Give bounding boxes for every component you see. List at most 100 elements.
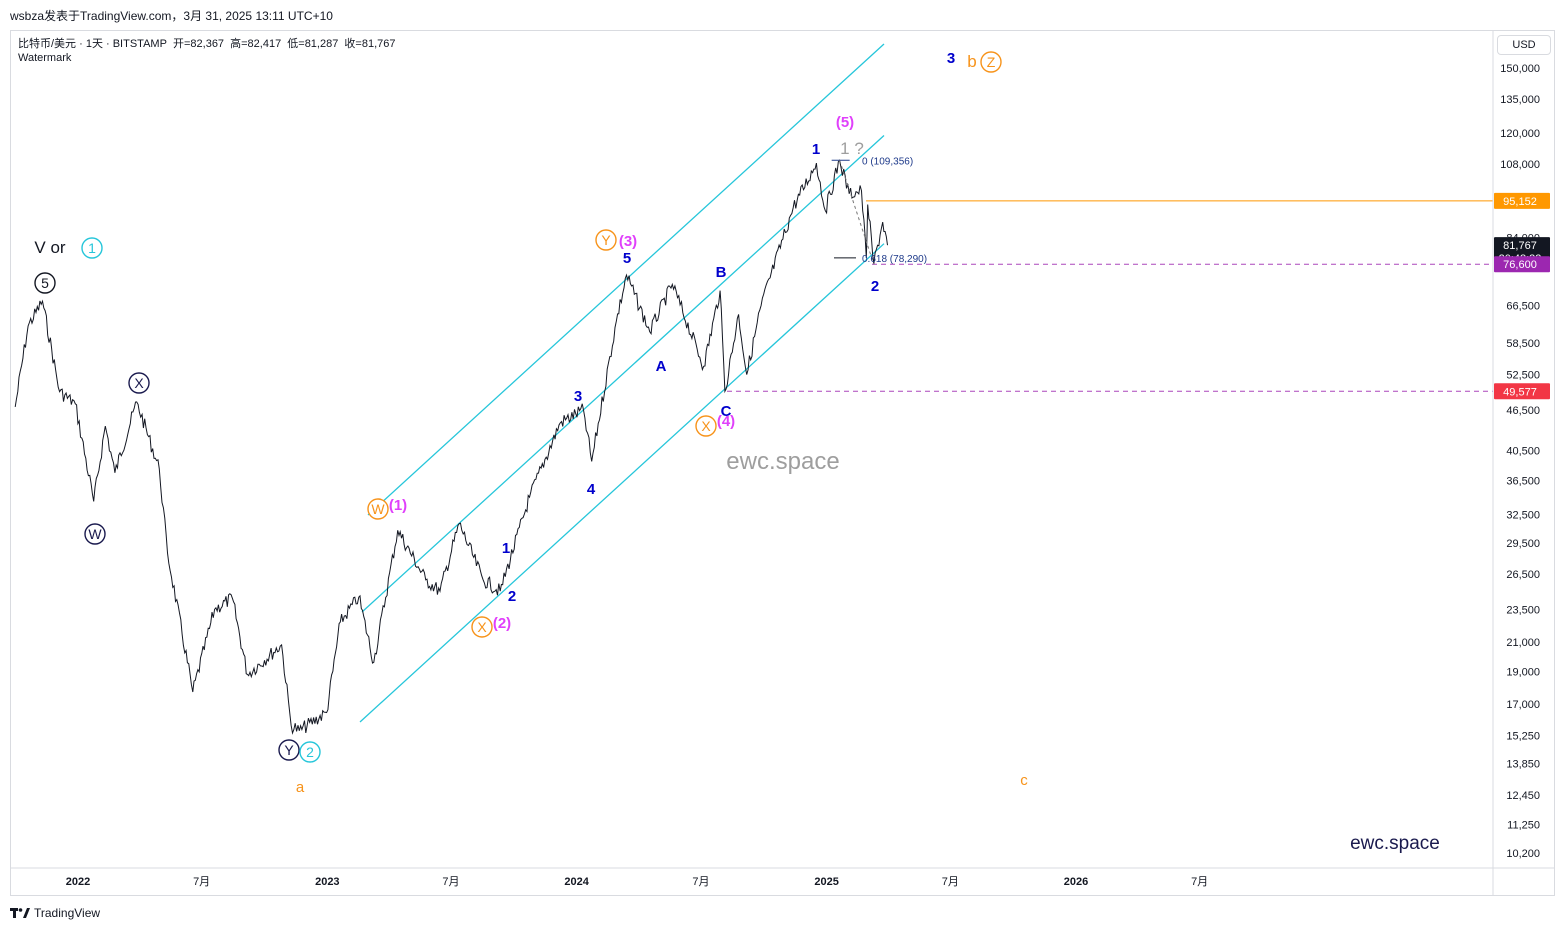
wave-label: X bbox=[701, 418, 711, 434]
y-tick-label: 150,000 bbox=[1500, 63, 1540, 75]
watermarks: ewc.space ewc.space bbox=[726, 448, 1440, 854]
watermark-label: Watermark bbox=[18, 52, 72, 64]
y-tick-label: 29,500 bbox=[1506, 538, 1540, 550]
wave-label: b bbox=[967, 52, 976, 71]
wave-label: W bbox=[88, 526, 102, 542]
footer-brand: TradingView bbox=[34, 906, 101, 920]
price-tag-box bbox=[1494, 192, 1550, 209]
footer: TradingView bbox=[10, 906, 100, 920]
y-tick-label: 32,500 bbox=[1506, 510, 1540, 522]
y-tick-label: 58,500 bbox=[1506, 338, 1540, 350]
wave-label: 2 bbox=[871, 278, 879, 295]
y-tick-label: 108,000 bbox=[1500, 159, 1540, 171]
wave-label: (1) bbox=[389, 497, 407, 514]
wave-label-circle bbox=[128, 372, 150, 394]
price-tag-label: 76,600 bbox=[1503, 259, 1537, 271]
symbol-name: 比特币/美元 · 1天 · BITSTAMP bbox=[18, 38, 167, 50]
wave-label: 1 ? bbox=[840, 139, 864, 158]
price-tag-label: 49,577 bbox=[1503, 386, 1537, 398]
ohlc-close: 收=81,767 bbox=[344, 38, 396, 50]
wave-label: 5 bbox=[41, 275, 49, 291]
wave-label: Z bbox=[987, 54, 996, 70]
watermark-center: ewc.space bbox=[726, 448, 839, 475]
price-line bbox=[14, 159, 888, 735]
wave-label-circle bbox=[695, 415, 717, 437]
x-tick-label: 2023 bbox=[315, 876, 339, 888]
wave-label: a bbox=[296, 779, 305, 796]
price-tag-label: 95,152 bbox=[1503, 196, 1537, 208]
wave-label: (5) bbox=[836, 114, 854, 131]
x-tick-label: 7月 bbox=[692, 876, 709, 888]
fib-retracement: 0 (109,356) 0.618 (78,290) bbox=[831, 156, 927, 265]
wave-label-circle bbox=[367, 498, 389, 520]
ohlc-high: 高=82,417 bbox=[230, 38, 282, 50]
x-tick-label: 2022 bbox=[66, 876, 90, 888]
channel-line bbox=[359, 243, 885, 723]
x-tick-label: 2024 bbox=[564, 876, 589, 888]
axes: 150,000135,000120,000108,00084,00066,500… bbox=[10, 30, 1555, 895]
y-tick-label: 66,500 bbox=[1506, 301, 1540, 313]
wave-label: 2 bbox=[508, 588, 516, 605]
horizontal-levels bbox=[727, 200, 1493, 392]
x-tick-label: 2025 bbox=[814, 876, 838, 888]
wave-label: V or bbox=[34, 238, 66, 257]
wave-label: A bbox=[656, 358, 667, 375]
wave-label: 1 bbox=[88, 240, 96, 256]
y-tick-label: 26,500 bbox=[1506, 569, 1540, 581]
wave-label-circle bbox=[34, 272, 56, 294]
wave-label: Y bbox=[601, 232, 611, 248]
y-tick-label: 40,500 bbox=[1506, 445, 1540, 457]
channel-lines bbox=[359, 43, 885, 723]
ohlc-low: 低=81,287 bbox=[287, 38, 339, 50]
wave-label-circle bbox=[81, 237, 103, 259]
wave-label-circle bbox=[278, 739, 300, 761]
price-tag-box bbox=[1494, 383, 1550, 400]
wave-label: (3) bbox=[619, 233, 637, 250]
wave-label-circle bbox=[84, 523, 106, 545]
x-tick-label: 7月 bbox=[1191, 876, 1208, 888]
y-tick-label: 36,500 bbox=[1506, 476, 1540, 488]
y-tick-label: 17,000 bbox=[1506, 699, 1540, 711]
wave-label: 5 bbox=[623, 250, 631, 267]
wave-label-circle bbox=[471, 616, 493, 638]
price-series bbox=[14, 159, 888, 735]
wave-label-circle bbox=[595, 229, 617, 251]
wave-label: (4) bbox=[717, 413, 735, 430]
wave-label: 1 bbox=[502, 540, 510, 557]
symbol-info: 比特币/美元 · 1天 · BITSTAMP 开=82,367 高=82,417… bbox=[18, 35, 398, 51]
x-tick-label: 7月 bbox=[442, 876, 459, 888]
x-tick-label: 7月 bbox=[193, 876, 210, 888]
channel-line bbox=[367, 43, 885, 516]
fib-trend-line bbox=[839, 160, 875, 265]
y-tick-label: 46,500 bbox=[1506, 405, 1540, 417]
y-tick-label: 23,500 bbox=[1506, 604, 1540, 616]
y-tick-label: 11,250 bbox=[1507, 819, 1540, 831]
price-tag-label: 81,767 bbox=[1503, 240, 1537, 252]
x-tick-label: 2026 bbox=[1064, 876, 1088, 888]
y-tick-label: 21,000 bbox=[1506, 637, 1540, 649]
wave-label: X bbox=[134, 375, 144, 391]
wave-label: C bbox=[721, 403, 732, 420]
wave-label: c bbox=[1020, 772, 1028, 789]
y-tick-label: 12,450 bbox=[1506, 790, 1540, 802]
wave-label: 4 bbox=[587, 481, 596, 498]
y-tick-label: 19,000 bbox=[1506, 666, 1540, 678]
x-tick-label: 7月 bbox=[942, 876, 959, 888]
wave-label: Y bbox=[284, 742, 294, 758]
wave-label: 1 bbox=[812, 141, 820, 158]
fib-bottom-label: 0.618 (78,290) bbox=[862, 254, 927, 265]
price-tag-box bbox=[1494, 256, 1550, 273]
wave-label: (2) bbox=[493, 615, 511, 632]
wave-label: W bbox=[371, 501, 385, 517]
wave-label: B bbox=[716, 264, 727, 281]
wave-label-circle bbox=[299, 741, 321, 763]
wave-label: X bbox=[477, 619, 487, 635]
ohlc-open: 开=82,367 bbox=[172, 38, 225, 50]
y-tick-label: 135,000 bbox=[1500, 94, 1540, 106]
currency-button[interactable]: USD bbox=[1497, 35, 1551, 55]
wave-label-circle bbox=[980, 51, 1002, 73]
wave-label: 2 bbox=[306, 744, 314, 760]
chart-frame bbox=[10, 30, 1555, 896]
